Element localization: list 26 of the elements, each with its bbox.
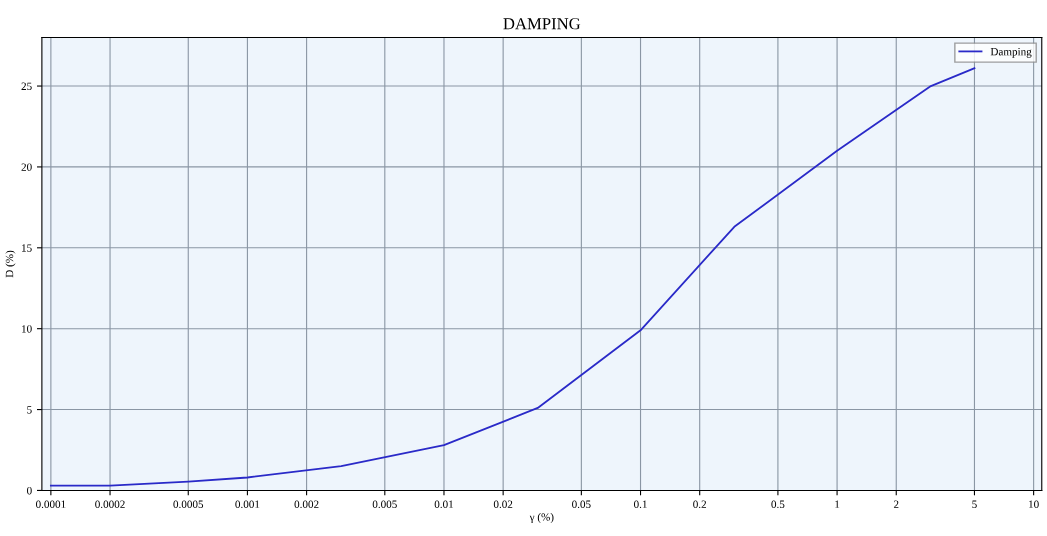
y-tick-label: 0 [27,486,32,495]
x-tick-label: 0.0001 [36,500,66,509]
x-axis-title: γ (%) [529,513,554,524]
x-tick-label: 1 [835,500,840,508]
x-tick-label: 0.005 [372,500,397,509]
y-tick-label: 20 [21,163,32,171]
chart-title: DAMPING [503,18,581,30]
y-tick-label: 5 [27,406,32,414]
x-tick-label: 5 [972,500,977,508]
x-tick-label: 0.0005 [173,500,204,509]
x-tick-label: 0.05 [572,500,591,509]
x-tick-label: 0.1 [634,500,647,509]
x-tick-label: 0.2 [693,500,707,509]
x-tick-label: 0.5 [771,500,785,509]
legend-label: Damping [990,47,1032,58]
y-tick-label: 15 [22,244,32,252]
y-tick-label: 10 [22,325,32,333]
x-tick-label: 0.001 [235,500,260,509]
x-tick-label: 2 [893,500,899,508]
x-tick-label: 0.01 [434,500,454,509]
x-tick-label: 0.002 [294,500,319,509]
x-tick-label: 0.02 [493,500,513,509]
y-axis-title: D (%) [5,250,16,278]
y-tick-label: 25 [21,82,32,91]
x-tick-label: 0.0002 [95,500,125,509]
x-tick-label: 10 [1029,500,1039,508]
